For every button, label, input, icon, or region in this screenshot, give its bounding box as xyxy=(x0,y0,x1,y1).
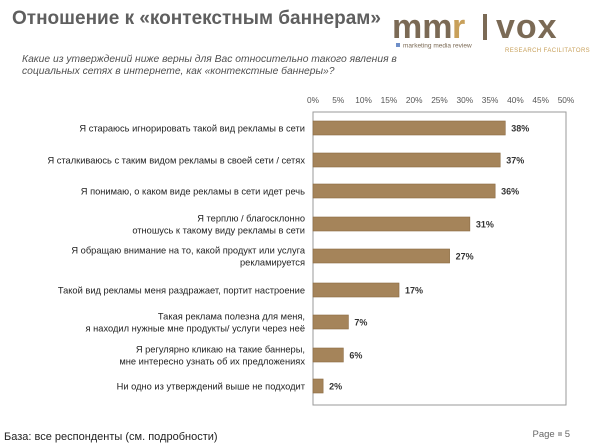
bar-value-label: 36% xyxy=(501,187,519,197)
x-tick-label: 5% xyxy=(332,95,345,105)
x-tick-label: 30% xyxy=(456,95,473,105)
bar-chart: 0% 5% 10% 15% 20% 25% 30% 35% 40% 45% 50% 38% Я стар… xyxy=(47,95,575,406)
category-label: Я регулярно кликаю на такие баннеры, xyxy=(136,345,305,355)
logo-dot-icon xyxy=(396,43,400,47)
bar-value-label: 38% xyxy=(511,124,529,134)
category-label: Я терплю / благосклонно xyxy=(197,214,305,224)
logo-text-accent: r xyxy=(452,10,465,46)
logo-text-left: mm xyxy=(392,10,452,46)
category-label: я находил нужные мне продукты/ услуги че… xyxy=(86,324,305,334)
x-tick-label: 15% xyxy=(381,95,398,105)
bar xyxy=(312,378,324,394)
x-tick-label: 35% xyxy=(482,95,499,105)
page-label: Page xyxy=(532,429,555,440)
x-tick-label: 20% xyxy=(406,95,423,105)
bar xyxy=(312,282,400,298)
category-label: рекламируется xyxy=(240,258,305,268)
logo-right-tagline: RESEARCH FACILITATORS xyxy=(505,48,590,54)
logo-left-tagline: marketing media review xyxy=(403,43,472,50)
footer-base-note: База: все респонденты (см. подробности) xyxy=(4,431,218,443)
x-tick-label: 45% xyxy=(532,95,549,105)
category-label: отношусь к такому виду рекламы в сети xyxy=(132,226,305,236)
category-label: Я обращаю внимание на то, какой продукт … xyxy=(71,246,305,256)
bar-value-label: 27% xyxy=(456,252,474,262)
slide-title: Отношение к «контекстным баннерам» xyxy=(12,8,381,29)
bar xyxy=(312,152,501,168)
page-dot-icon xyxy=(557,431,562,436)
category-label: Такой вид рекламы меня раздражает, порти… xyxy=(58,286,305,296)
x-tick-label: 10% xyxy=(355,95,372,105)
bar xyxy=(312,248,450,264)
category-label: Я стараюсь игнорировать такой вид реклам… xyxy=(79,124,305,134)
bar xyxy=(312,183,496,199)
logo-divider xyxy=(483,14,487,40)
bar-value-label: 31% xyxy=(476,220,494,230)
x-tick-label: 50% xyxy=(558,95,575,105)
x-tick-label: 25% xyxy=(431,95,448,105)
category-label: Такая реклама полезна для меня, xyxy=(158,312,305,322)
category-label: мне интересно узнать об их предложениях xyxy=(119,357,305,367)
page-number: 5 xyxy=(564,429,570,440)
x-tick-label: 0% xyxy=(307,95,320,105)
bar-value-label: 37% xyxy=(506,156,524,166)
bar-value-label: 6% xyxy=(349,351,362,361)
category-label: Ни одно из утверждений выше не подходит xyxy=(117,382,306,392)
bar xyxy=(312,216,471,232)
bar-value-label: 2% xyxy=(329,382,342,392)
survey-question: Какие из утверждений ниже верны для Вас … xyxy=(22,54,397,77)
bar xyxy=(312,347,344,363)
category-label: Я понимаю, о каком виде рекламы в сети и… xyxy=(81,187,305,197)
mmrvox-logo: mm r vox marketing media review RESEARCH… xyxy=(392,10,590,54)
bar xyxy=(312,120,506,136)
x-tick-label: 40% xyxy=(507,95,524,105)
bar xyxy=(312,314,349,330)
bar-value-label: 17% xyxy=(405,286,423,296)
category-label: Я сталкиваюсь с таким видом рекламы в св… xyxy=(47,156,305,166)
bar-value-label: 7% xyxy=(354,318,367,328)
page-indicator: Page 5 xyxy=(533,429,570,440)
logo-text-right: vox xyxy=(496,10,558,46)
